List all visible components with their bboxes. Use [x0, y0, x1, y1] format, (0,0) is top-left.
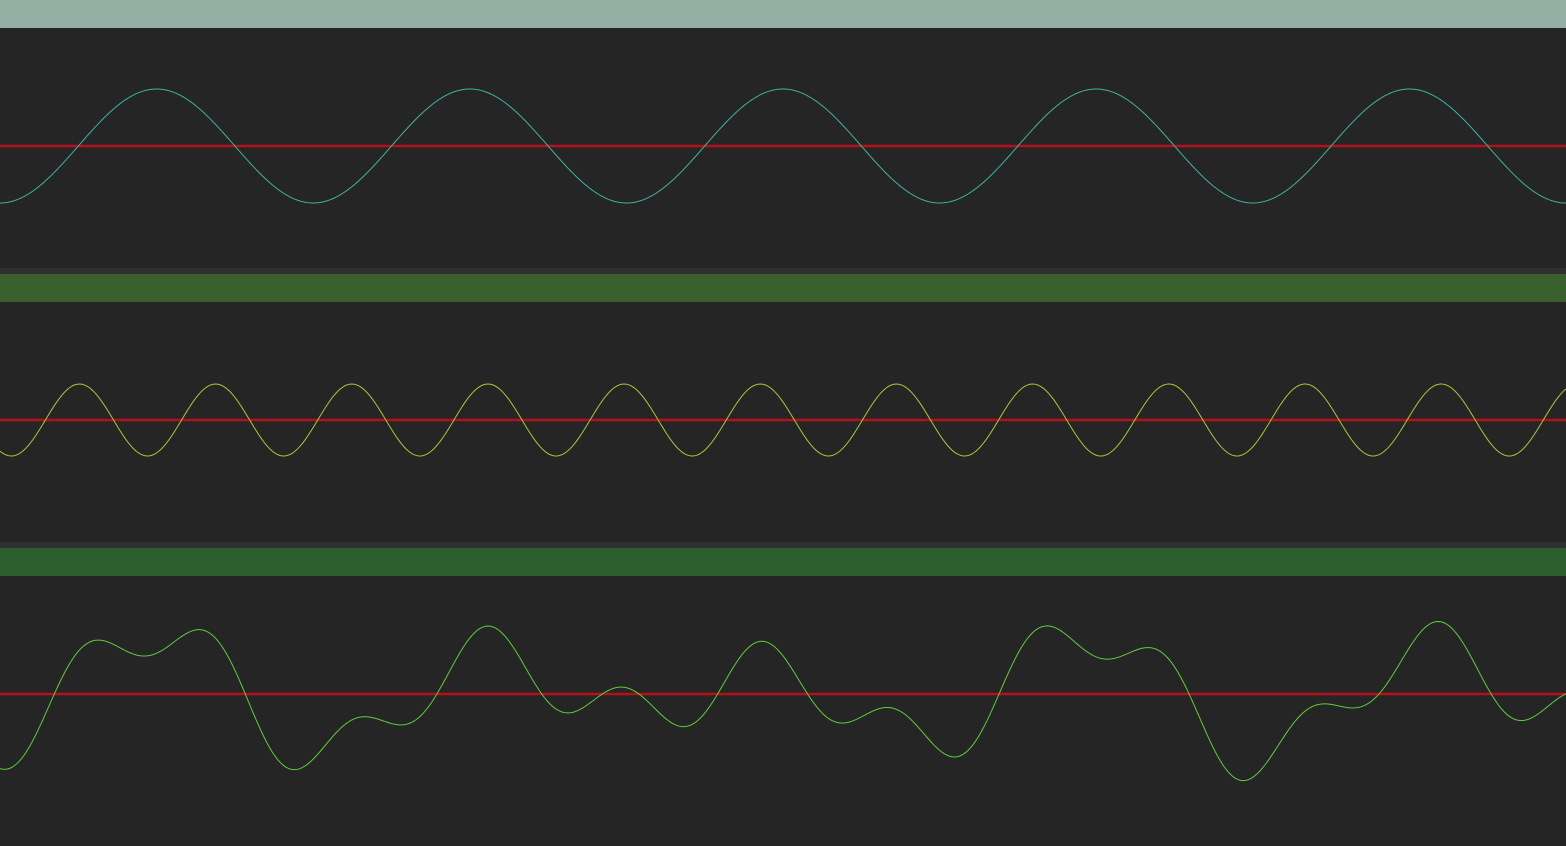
panel-divider-1[interactable] [0, 268, 1566, 274]
panel-divider-2[interactable] [0, 542, 1566, 548]
panel-1-plot [0, 88, 1566, 204]
panel-3-plot-area[interactable] [0, 576, 1566, 846]
waveform-panel-3 [0, 548, 1566, 846]
panel-2-plot-area[interactable] [0, 302, 1566, 542]
waveform-viewer [0, 0, 1566, 782]
panel-2-header[interactable] [0, 274, 1566, 302]
panel-2-plot [0, 383, 1566, 457]
panel-1-header[interactable] [0, 0, 1566, 28]
panel-1-plot-area[interactable] [0, 28, 1566, 268]
panel-3-header[interactable] [0, 548, 1566, 576]
panel-1-waveform [0, 88, 1566, 204]
panel-3-plot [0, 620, 1566, 782]
waveform-panel-2 [0, 274, 1566, 542]
panel-2-waveform [0, 383, 1566, 457]
panel-3-waveform [0, 620, 1566, 782]
waveform-panel-1 [0, 0, 1566, 268]
